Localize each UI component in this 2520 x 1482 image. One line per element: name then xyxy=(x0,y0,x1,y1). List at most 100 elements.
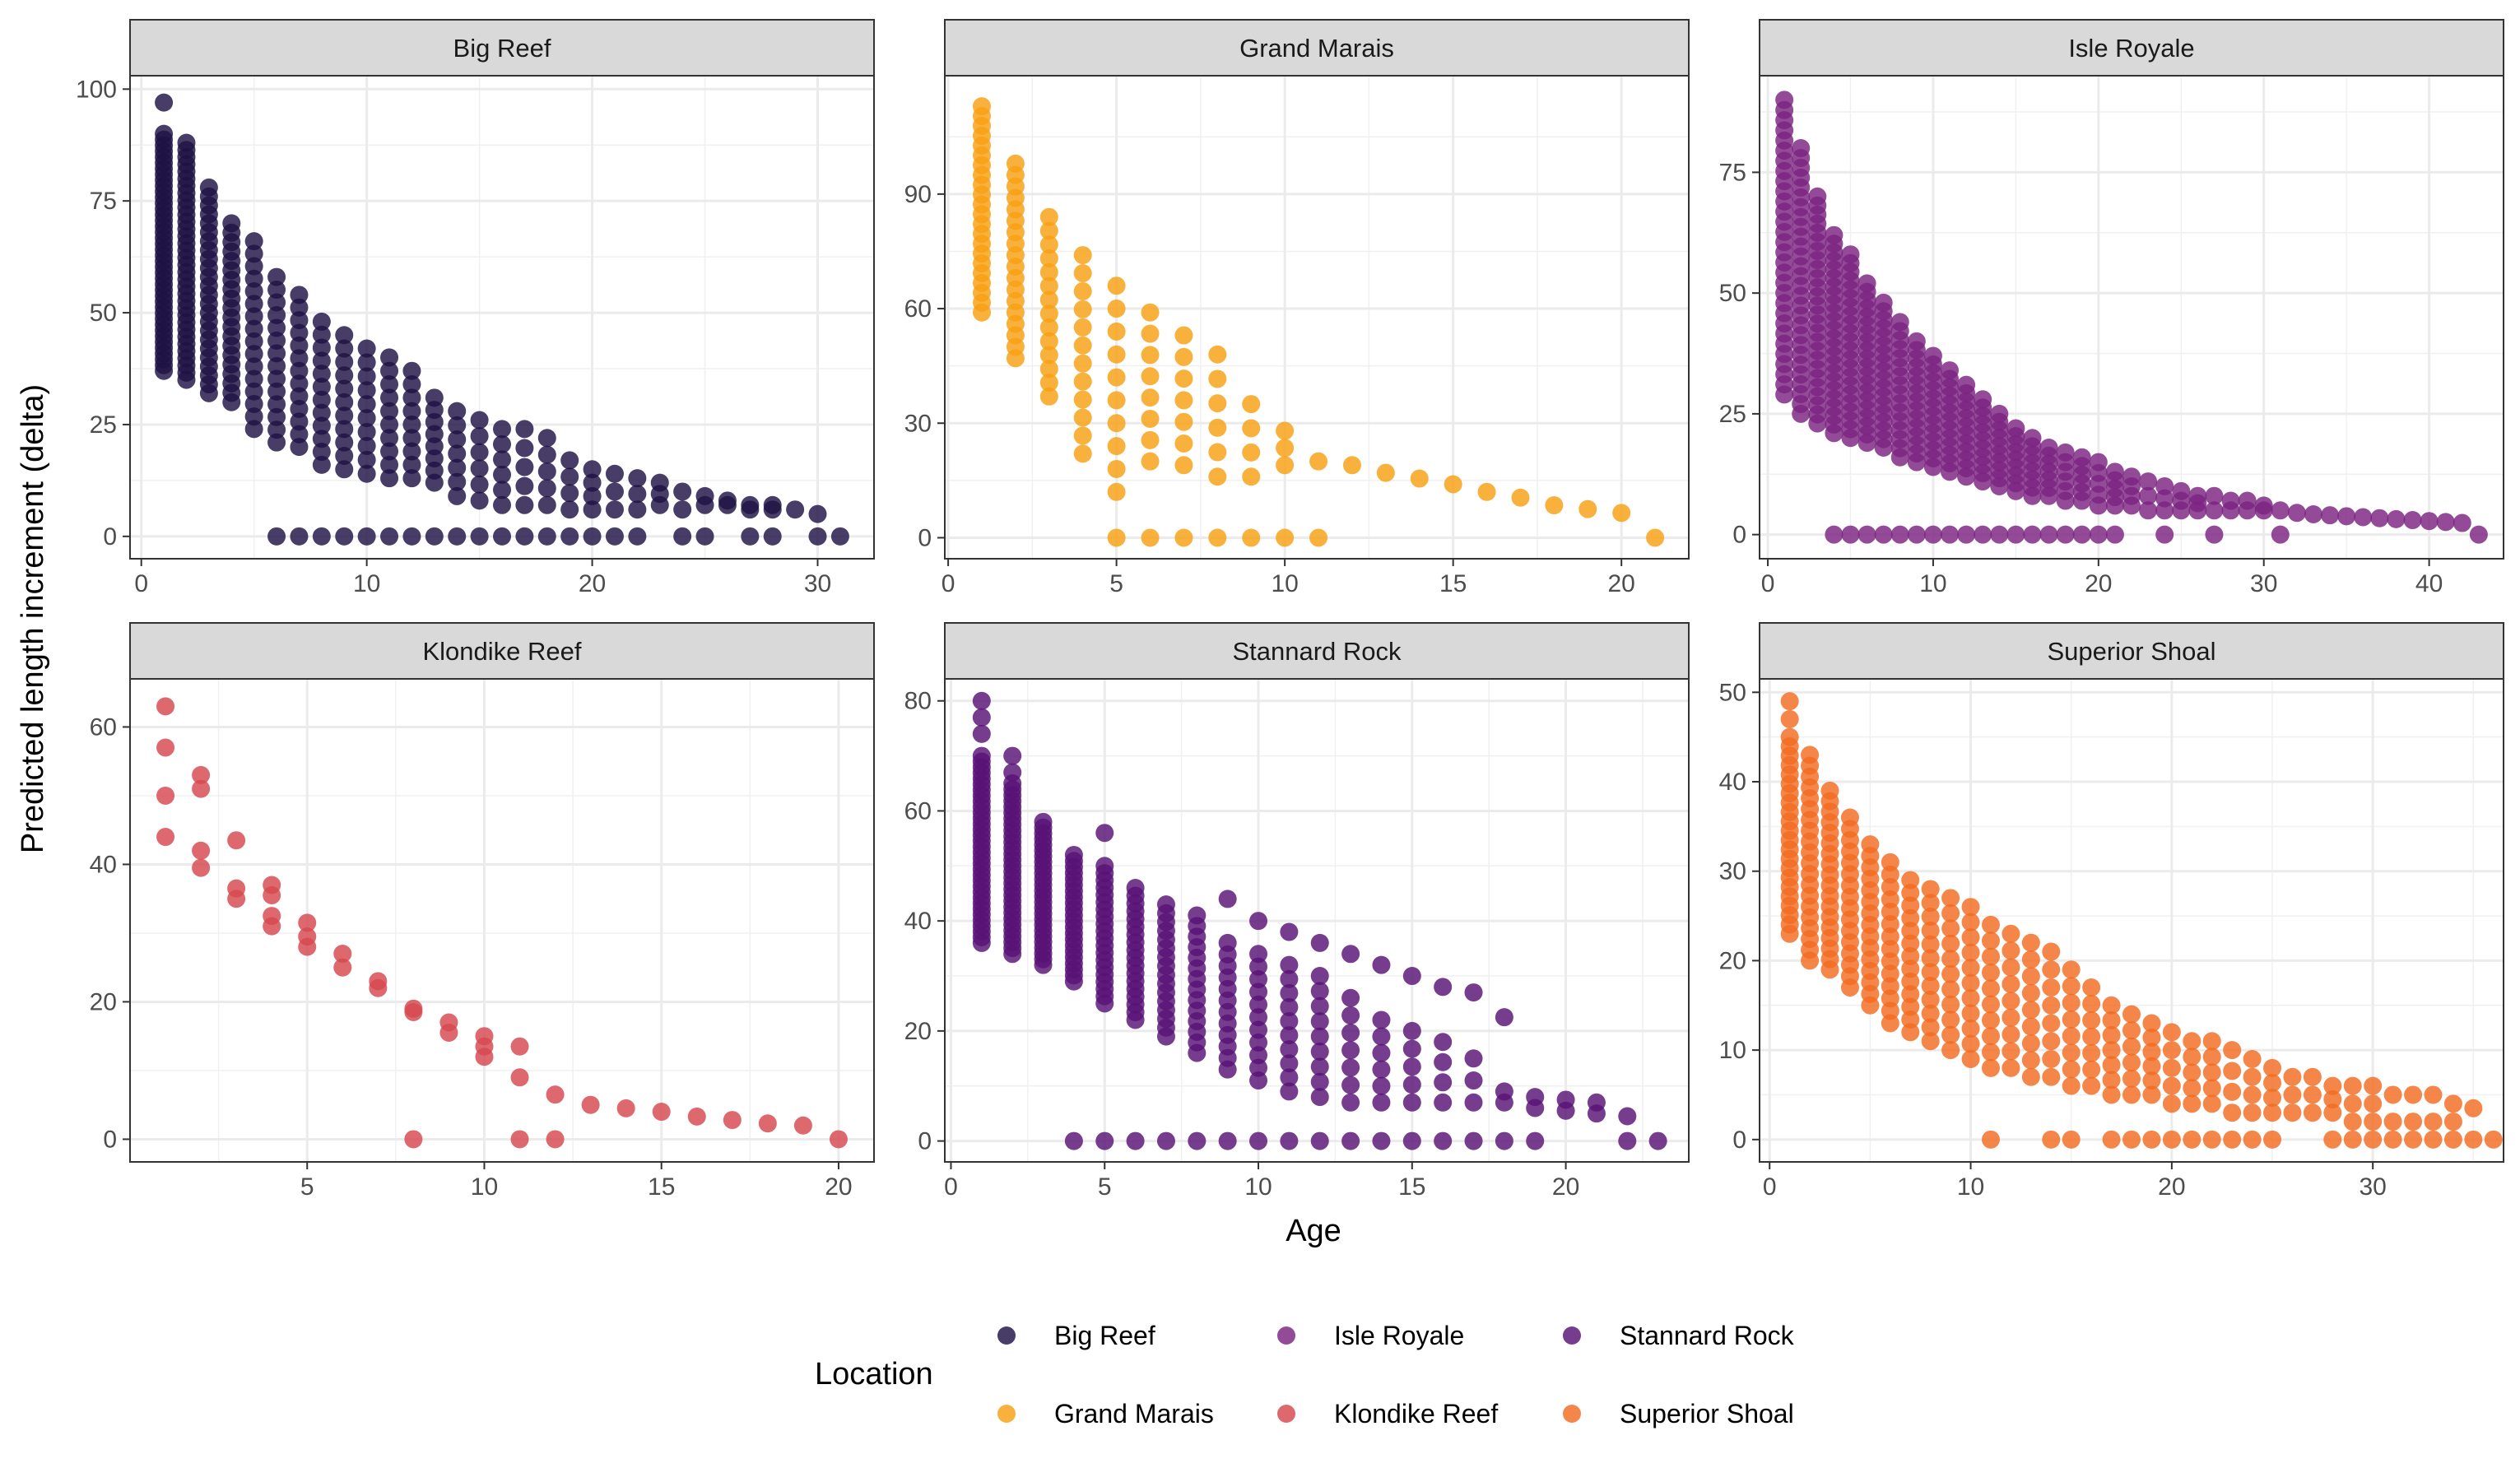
data-point xyxy=(1402,967,1421,986)
points-klondike-reef xyxy=(156,697,848,1149)
data-point xyxy=(2122,1069,2141,1088)
data-point xyxy=(546,1085,565,1104)
data-point xyxy=(2464,1099,2483,1117)
data-point xyxy=(1218,890,1237,908)
data-point xyxy=(1961,989,1980,1008)
data-point xyxy=(1612,504,1631,523)
data-point xyxy=(380,348,399,367)
data-point xyxy=(2023,429,2042,448)
data-point xyxy=(1434,1093,1453,1112)
data-point xyxy=(2042,1067,2061,1086)
data-point xyxy=(1881,977,1899,996)
legend-item-klondike-reef: Klondike Reef xyxy=(1277,1399,1498,1429)
data-point xyxy=(2155,476,2174,495)
data-point xyxy=(1242,528,1261,547)
data-point xyxy=(1618,1107,1637,1126)
data-point xyxy=(1034,812,1053,831)
data-point xyxy=(2364,1094,2383,1113)
data-point xyxy=(1095,857,1114,876)
data-point xyxy=(244,369,263,388)
data-point xyxy=(357,450,376,469)
data-point xyxy=(2062,960,2081,979)
data-point xyxy=(1841,245,1860,264)
data-point xyxy=(2243,1049,2262,1068)
data-point xyxy=(652,1103,671,1122)
data-point xyxy=(2238,491,2257,510)
x-tick-label: 0 xyxy=(942,570,955,597)
data-point xyxy=(1141,409,1160,428)
data-point xyxy=(335,433,354,452)
data-point xyxy=(2002,941,2020,960)
data-point xyxy=(1073,426,1092,445)
data-point xyxy=(156,738,175,757)
data-point xyxy=(1342,456,1361,475)
panel-superior-shoal: Superior Shoal 0 10 20 30 0 10 20 30 40 50 xyxy=(1719,622,2504,1201)
data-point xyxy=(1310,1072,1329,1091)
data-point xyxy=(2062,1043,2081,1062)
data-point xyxy=(1840,808,1859,827)
data-point xyxy=(1372,955,1391,974)
x-tick-label: 20 xyxy=(825,1173,852,1201)
data-point xyxy=(1341,1058,1360,1077)
panel-isle-royale: Isle Royale 0 10 20 30 40 0 25 50 75 xyxy=(1719,19,2504,597)
y-tick-label: 80 xyxy=(904,688,932,715)
data-point xyxy=(2364,1076,2383,1095)
data-point xyxy=(357,527,376,546)
data-point xyxy=(1208,418,1227,437)
y-tick-label: 10 xyxy=(1719,1037,1746,1064)
data-point xyxy=(222,214,241,233)
y-tick-label: 40 xyxy=(1719,769,1746,796)
data-point xyxy=(333,944,352,963)
data-point xyxy=(1107,345,1126,364)
data-point xyxy=(1402,1057,1421,1076)
data-point xyxy=(1141,528,1160,547)
data-point xyxy=(1974,525,1992,544)
data-point xyxy=(1961,913,1980,931)
data-point xyxy=(335,460,354,479)
data-point xyxy=(1434,1131,1453,1150)
data-point xyxy=(1981,1010,2000,1029)
data-point xyxy=(2263,1130,2282,1149)
x-tick-label: 10 xyxy=(471,1173,498,1201)
data-point xyxy=(1141,452,1160,471)
data-point xyxy=(1941,1010,1960,1029)
x-tick-label: 5 xyxy=(1098,1173,1112,1201)
data-point xyxy=(1881,852,1899,871)
data-point xyxy=(1526,1131,1545,1150)
data-point xyxy=(1921,1004,1940,1023)
legend-key xyxy=(1563,1326,1581,1345)
data-point xyxy=(1310,1088,1329,1107)
data-point xyxy=(1141,430,1160,449)
data-point xyxy=(1402,1039,1421,1058)
data-point xyxy=(1881,877,1899,896)
data-point xyxy=(2021,1001,2040,1020)
panel-border xyxy=(1759,75,2504,560)
x-axis-title: Age xyxy=(1286,1214,1341,1248)
data-point xyxy=(312,430,331,448)
data-point xyxy=(290,399,309,418)
data-point xyxy=(1156,1131,1175,1150)
y-tick-label: 90 xyxy=(904,181,932,208)
data-point xyxy=(1372,1131,1391,1150)
data-point xyxy=(583,473,602,492)
data-point xyxy=(1174,347,1193,366)
data-point xyxy=(537,462,556,481)
data-point xyxy=(2202,1048,2221,1066)
data-point xyxy=(448,486,467,505)
data-point xyxy=(808,527,827,546)
data-point xyxy=(2263,1058,2282,1077)
data-point xyxy=(2139,472,2158,491)
data-point xyxy=(1310,1131,1329,1150)
data-point xyxy=(2102,996,2121,1015)
data-point xyxy=(1039,249,1058,268)
data-point xyxy=(1280,997,1299,1016)
data-point xyxy=(2464,1130,2483,1149)
data-point xyxy=(2162,1041,2181,1060)
data-point xyxy=(2243,1085,2262,1104)
points-big-reef xyxy=(155,93,849,546)
data-point xyxy=(1341,945,1360,964)
y-tick-label: 0 xyxy=(103,1126,117,1153)
data-point xyxy=(1218,933,1237,952)
y-tick-label: 100 xyxy=(76,76,117,103)
data-point xyxy=(2263,1089,2282,1108)
